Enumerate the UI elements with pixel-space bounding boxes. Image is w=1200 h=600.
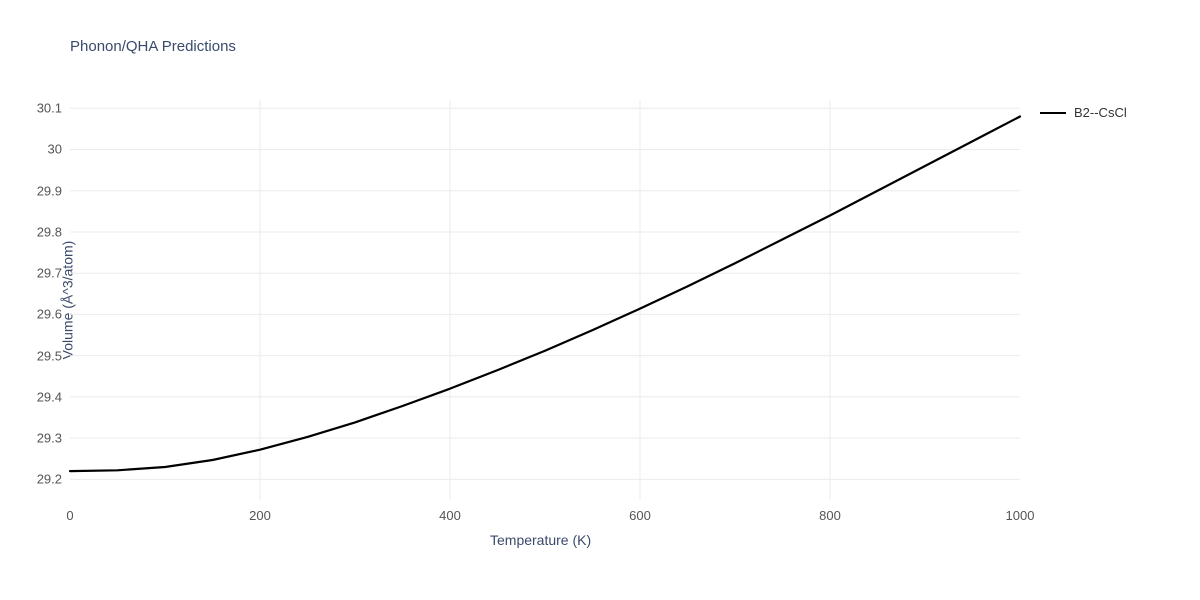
y-tick-label: 29.2 [37,472,62,487]
x-axis-label: Temperature (K) [490,532,591,548]
y-tick-label: 30 [48,142,62,157]
plot-area: 29.229.329.429.529.629.729.829.93030.102… [70,100,1020,500]
legend: B2--CsCl [1040,105,1127,120]
x-tick-label: 200 [249,508,271,523]
x-tick-label: 600 [629,508,651,523]
y-tick-label: 29.3 [37,431,62,446]
y-tick-label: 29.5 [37,348,62,363]
x-tick-label: 0 [66,508,73,523]
y-tick-label: 30.1 [37,101,62,116]
x-tick-label: 800 [819,508,841,523]
x-tick-label: 1000 [1006,508,1035,523]
y-tick-label: 29.9 [37,183,62,198]
chart-title: Phonon/QHA Predictions [70,38,236,55]
legend-swatch [1040,112,1066,114]
x-tick-label: 400 [439,508,461,523]
y-tick-label: 29.6 [37,307,62,322]
y-tick-label: 29.8 [37,224,62,239]
legend-label: B2--CsCl [1074,105,1127,120]
y-tick-label: 29.4 [37,389,62,404]
y-tick-label: 29.7 [37,266,62,281]
chart-svg [70,100,1020,500]
series-line [70,116,1020,471]
plot-frame [70,100,1020,500]
